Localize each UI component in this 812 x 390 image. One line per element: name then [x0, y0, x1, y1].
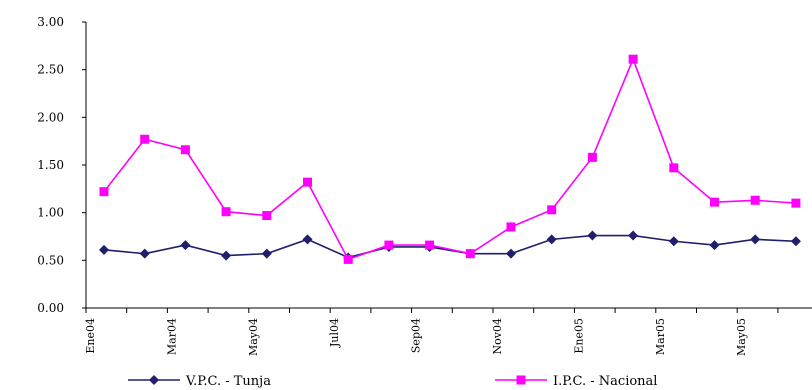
- series-1-point: [180, 240, 191, 251]
- series-2-point: [140, 134, 150, 144]
- y-tick-label: 1.50: [37, 158, 64, 172]
- series-2-point: [465, 249, 475, 259]
- series-1-point: [506, 248, 516, 259]
- series-2-point: [506, 222, 516, 232]
- series-2-point: [99, 187, 109, 197]
- y-tick-label: 3.00: [37, 15, 64, 29]
- y-tick-label: 0.00: [37, 301, 64, 315]
- series-1-point: [587, 230, 598, 241]
- series-1-point: [750, 234, 761, 245]
- y-tick-label: 1.00: [37, 206, 64, 220]
- series-1-point: [221, 250, 232, 261]
- series-1-point: [99, 244, 109, 255]
- legend-marker-1: [149, 375, 159, 385]
- series-2-point: [750, 195, 760, 205]
- series-2-point: [710, 197, 719, 207]
- series-1-point: [709, 240, 720, 251]
- series-2-point: [180, 145, 190, 155]
- x-tick-label: Sep04: [410, 318, 423, 353]
- x-tick-label: May05: [735, 318, 748, 356]
- series-1-point: [302, 234, 313, 245]
- y-tick-label: 0.50: [37, 253, 64, 267]
- x-tick-label: Mar04: [165, 318, 178, 355]
- x-axis-ticks: Ene04 Mar04 May04 Jul04 Sep04 Nov04 Ene05 Mar05…: [84, 308, 779, 356]
- series-2-point: [262, 211, 272, 221]
- chart-legend: V.P.C. - Tunja I.P.C. - Nacional: [128, 374, 657, 389]
- series-1-point: [790, 236, 801, 247]
- series-2-point: [587, 152, 597, 162]
- x-tick-label: May04: [247, 318, 260, 356]
- series-2-point: [303, 177, 312, 187]
- series-2-point: [628, 54, 638, 64]
- series-2-point: [547, 205, 557, 215]
- series-2-point: [425, 240, 435, 250]
- series-2-point: [791, 198, 801, 208]
- series-1-point: [546, 234, 557, 245]
- series-2-point: [221, 207, 231, 217]
- x-tick-label: Mar05: [654, 318, 667, 355]
- series-1-point: [668, 236, 679, 247]
- series-line-2: [103, 56, 796, 261]
- series-line-1: [103, 234, 796, 259]
- x-tick-label: Jul04: [328, 318, 341, 348]
- series-2-point: [669, 163, 679, 173]
- legend-label-2: I.P.C. - Nacional: [553, 374, 657, 389]
- legend-marker-2: [516, 375, 526, 385]
- series-1-point: [628, 230, 639, 241]
- x-tick-label: Ene04: [84, 318, 97, 354]
- y-axis-ticks: 0.00 0.50 1.00 1.50 2.00 2.50 3.00: [37, 15, 86, 315]
- series-2-point: [384, 240, 394, 250]
- series-1-point: [139, 248, 150, 259]
- legend-label-1: V.P.C. - Tunja: [185, 374, 271, 389]
- series-2-point: [343, 254, 353, 264]
- x-tick-label: Ene05: [572, 318, 585, 354]
- y-tick-label: 2.50: [37, 63, 64, 77]
- chart-series: [99, 54, 801, 264]
- y-tick-label: 2.00: [37, 110, 64, 124]
- x-tick-label: Nov04: [491, 318, 504, 354]
- series-1-point: [261, 248, 272, 259]
